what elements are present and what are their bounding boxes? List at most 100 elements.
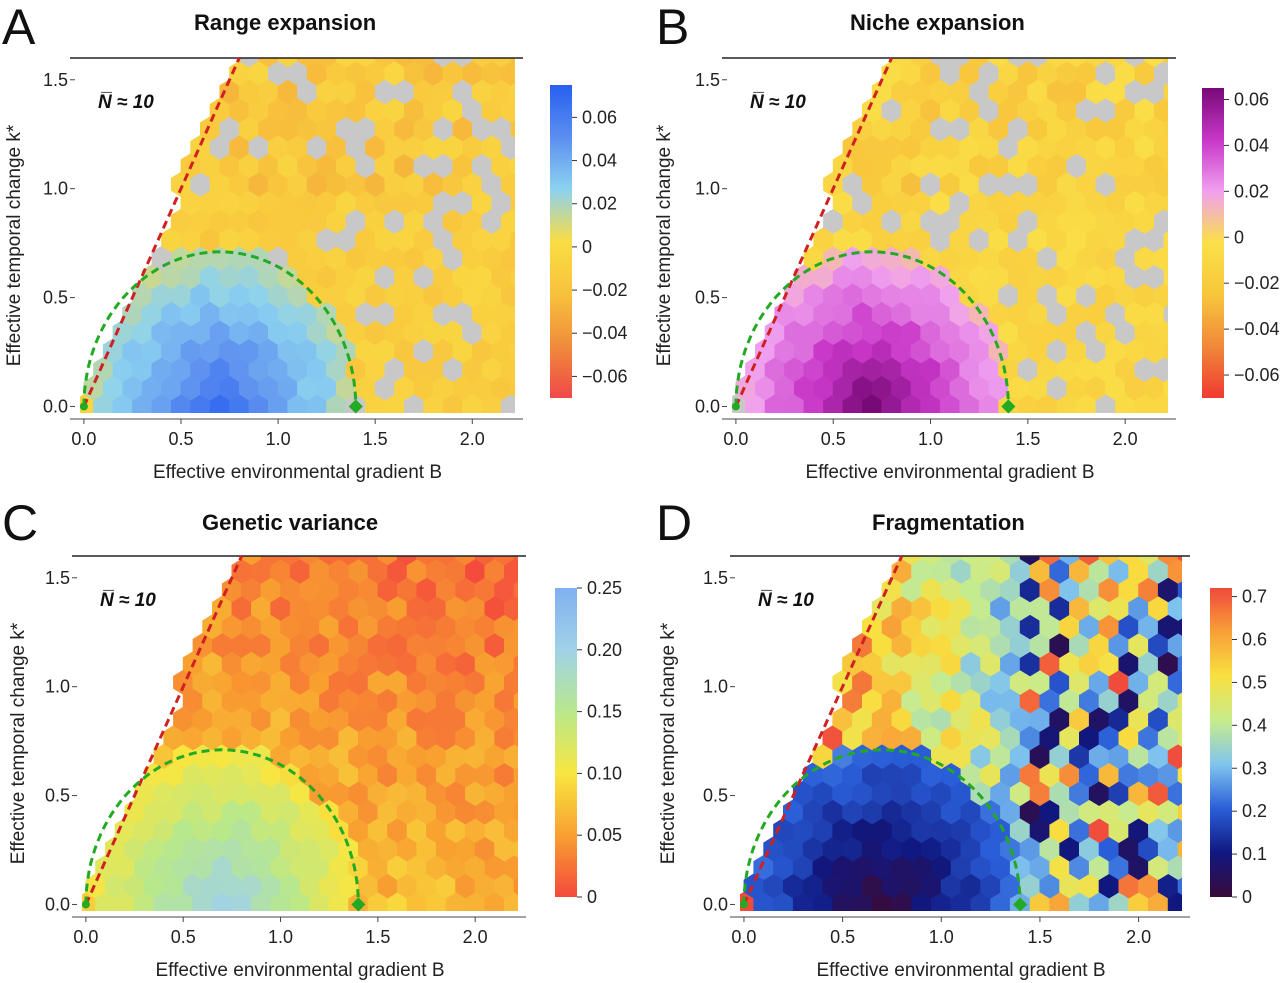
heatmap-cell (911, 854, 932, 880)
heatmap-cell (1088, 817, 1110, 843)
colorbar-tick-label: −0.04 (582, 323, 628, 343)
heatmap-cell (921, 614, 942, 640)
heatmap-cell (1088, 595, 1110, 621)
heatmap-cell (200, 190, 221, 216)
heatmap-cell (258, 301, 279, 327)
heatmap-cell (445, 558, 466, 584)
heatmap-cell (842, 799, 863, 825)
heatmap-cell (374, 79, 395, 105)
heatmap-cell (377, 556, 398, 566)
heatmap-cell (970, 632, 991, 658)
colorbar-tick-label: 0.20 (587, 640, 622, 660)
heatmap-cell (1085, 190, 1107, 216)
heatmap-cell (1008, 153, 1029, 179)
heatmap-cell (289, 817, 311, 843)
heatmap-cell (1157, 762, 1179, 788)
heatmap-cell (416, 688, 437, 714)
heatmap-cell (406, 706, 427, 732)
heatmap-cell (367, 632, 388, 658)
heatmap-cell (1059, 688, 1080, 714)
heatmap-cell (452, 375, 473, 401)
heatmap-cell (258, 227, 279, 253)
heatmap-cell (484, 706, 505, 732)
heatmap-cell (326, 171, 347, 197)
heatmap-cell (248, 171, 269, 197)
heatmap-cell (901, 60, 922, 86)
heatmap-cell (1088, 632, 1110, 658)
heatmap-cell (406, 743, 427, 769)
heatmap-cell (960, 688, 982, 714)
heatmap-cell (1163, 58, 1168, 64)
heatmap-cell (277, 58, 298, 68)
heatmap-cell (491, 338, 512, 364)
heatmap-cell (1167, 595, 1182, 621)
heatmap-cell (394, 116, 415, 142)
heatmap-cell (940, 836, 962, 862)
green-endpoint-marker (1013, 897, 1028, 912)
heatmap-cell (891, 190, 912, 216)
y-tick-label: 1.5 (703, 568, 728, 588)
heatmap-cell (221, 688, 242, 714)
heatmap-cell (1134, 282, 1155, 308)
heatmap-cell (306, 97, 327, 123)
heatmap-cell (1085, 227, 1107, 253)
heatmap-cell (122, 375, 143, 401)
heatmap-cell (988, 227, 1009, 253)
heatmap-cell (1076, 60, 1097, 86)
heatmap-cell (384, 393, 405, 413)
heatmap-cell (161, 264, 182, 290)
heatmap-cell (474, 799, 495, 825)
heatmap-cell (484, 669, 505, 695)
heatmap-cell (940, 873, 962, 899)
heatmap-cell (455, 836, 476, 862)
heatmap-cell (465, 891, 486, 911)
heatmap-cell (112, 393, 133, 413)
heatmap-cell (1008, 58, 1029, 68)
chart-title: Genetic variance (202, 510, 379, 535)
heatmap-cell (384, 60, 405, 86)
heatmap-cell (328, 706, 349, 732)
heatmap-cell (950, 595, 972, 621)
heatmap-cell (1085, 301, 1107, 327)
heatmap-cell (871, 338, 892, 364)
heatmap-cell (990, 595, 1011, 621)
heatmap-cell (403, 356, 425, 382)
heatmap-cell (105, 836, 126, 862)
heatmap-cell (901, 836, 922, 862)
heatmap-cell (494, 556, 515, 566)
heatmap-cell (289, 854, 311, 880)
heatmap-cell (1027, 153, 1048, 179)
heatmap-cell (277, 338, 298, 364)
heatmap-cell (1076, 97, 1097, 123)
heatmap-cell (367, 743, 388, 769)
heatmap-cell (433, 264, 454, 290)
heatmap-cell (306, 393, 327, 413)
heatmap-cell (891, 669, 913, 695)
heatmap-cell (229, 171, 250, 197)
heatmap-cell (328, 891, 349, 911)
heatmap-cell (852, 669, 873, 695)
heatmap-cell (277, 190, 298, 216)
heatmap-cell (1124, 58, 1145, 68)
heatmap-cell (1046, 227, 1068, 253)
heatmap-cell (163, 725, 184, 751)
heatmap-cell (1177, 728, 1182, 747)
heatmap-cell (268, 97, 289, 123)
heatmap-cell (309, 706, 330, 732)
heatmap-cell (474, 725, 495, 751)
heatmap-cell (173, 780, 194, 806)
heatmap-cell (1105, 227, 1126, 253)
heatmap-cell (248, 134, 269, 160)
heatmap-cell (1076, 245, 1097, 271)
heatmap-cell (1069, 706, 1090, 732)
heatmap-cell (1046, 375, 1068, 401)
heatmap-cell (221, 799, 242, 825)
heatmap-cell (1066, 301, 1087, 327)
heatmap-cell (358, 577, 379, 603)
heatmap-cell (921, 577, 942, 603)
heatmap-cell (1039, 762, 1060, 788)
y-tick-label: 0.0 (695, 396, 720, 416)
heatmap-cell (862, 651, 883, 677)
y-axis-label: Effective temporal change k* (8, 622, 29, 864)
heatmap-cell (910, 153, 931, 179)
